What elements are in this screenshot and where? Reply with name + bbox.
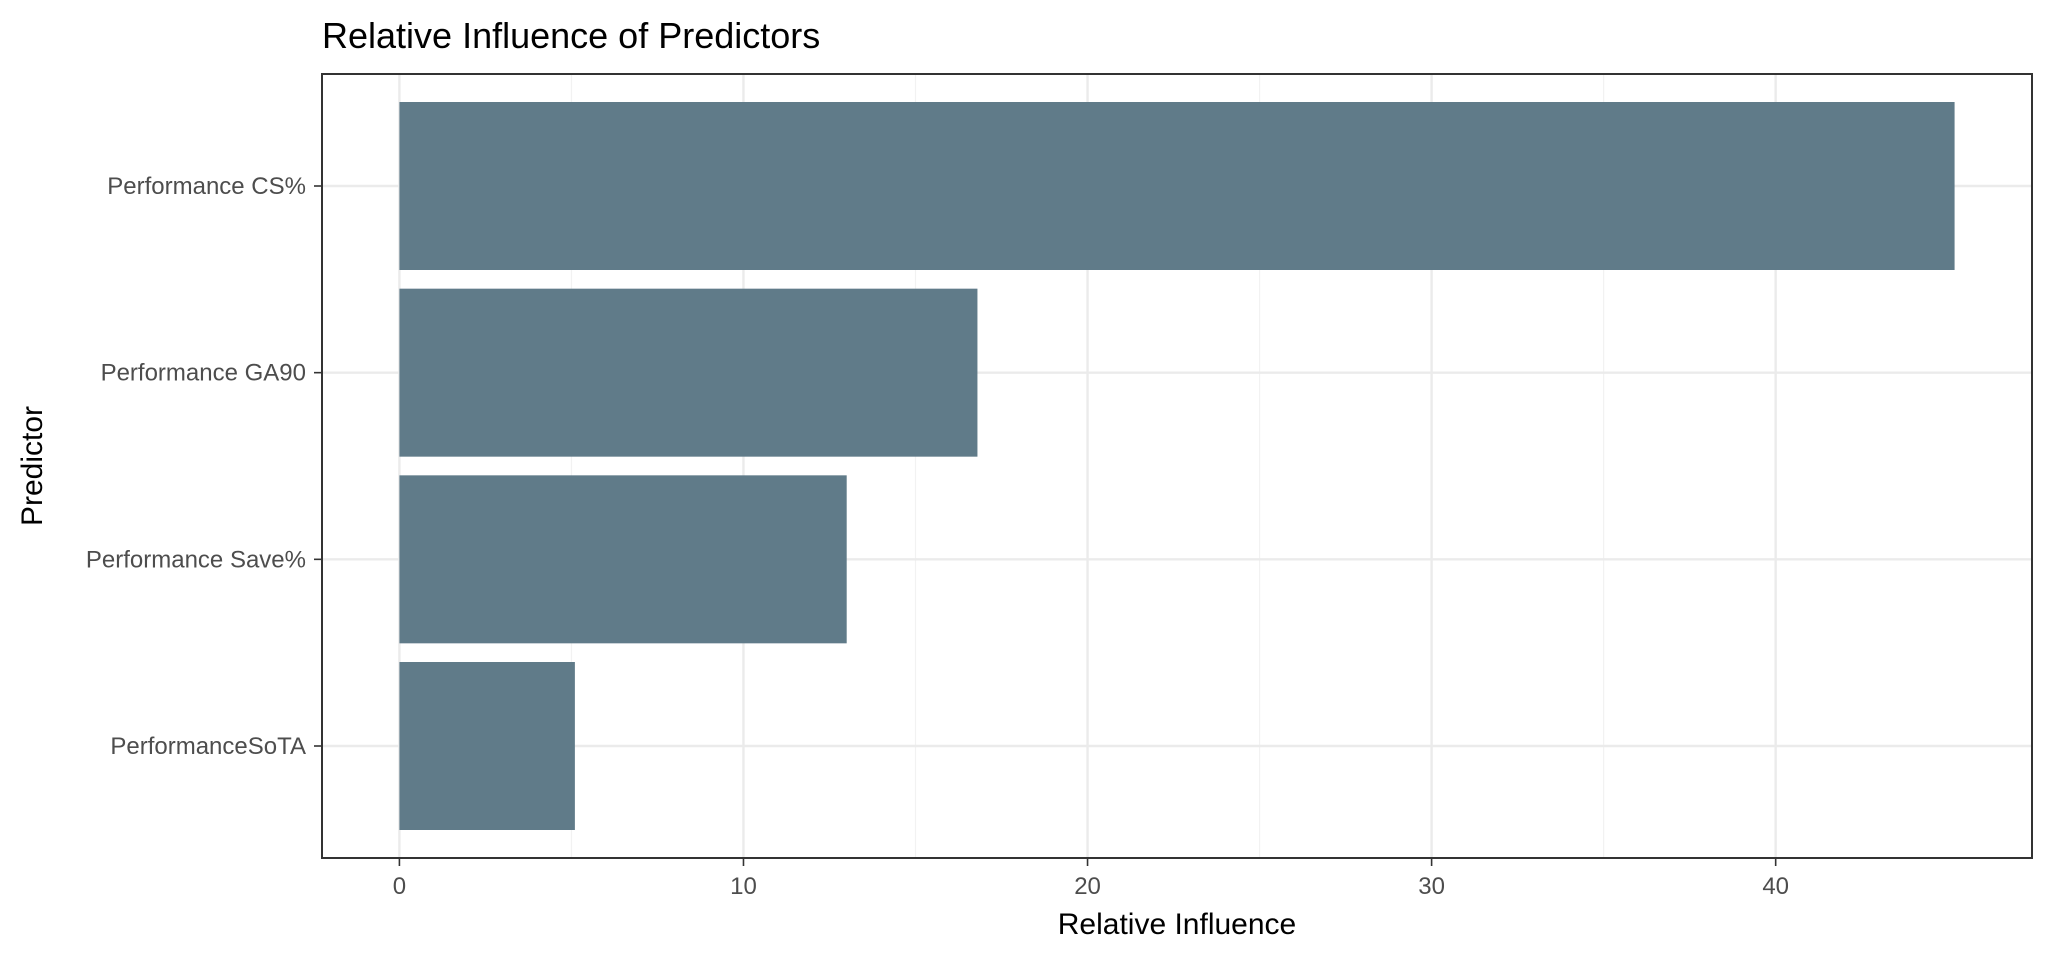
chart-title: Relative Influence of Predictors <box>322 15 820 56</box>
x-tick-label: 0 <box>393 873 406 900</box>
y-tick-label: PerformanceSoTA <box>110 733 306 760</box>
y-axis-title: Predictor <box>16 406 49 526</box>
bar-performance-ga90 <box>399 288 978 457</box>
bar-performancesota <box>399 662 575 830</box>
y-tick-label: Performance CS% <box>107 173 306 200</box>
x-tick-label: 10 <box>730 873 757 900</box>
y-tick-label: Performance GA90 <box>101 360 306 387</box>
x-tick-label: 30 <box>1418 873 1445 900</box>
x-axis-title: Relative Influence <box>1058 908 1296 941</box>
y-tick-label: Performance Save% <box>86 546 306 573</box>
bars <box>399 102 1955 830</box>
bar-performance-save <box>399 475 847 644</box>
bar-performance-cs <box>399 102 1955 270</box>
axis-ticks: 0 10 20 30 40 Performance CS% Performance GA90… <box>86 173 1789 900</box>
panel-border <box>321 73 2033 859</box>
x-tick-label: 20 <box>1074 873 1101 900</box>
x-tick-label: 40 <box>1762 873 1789 900</box>
